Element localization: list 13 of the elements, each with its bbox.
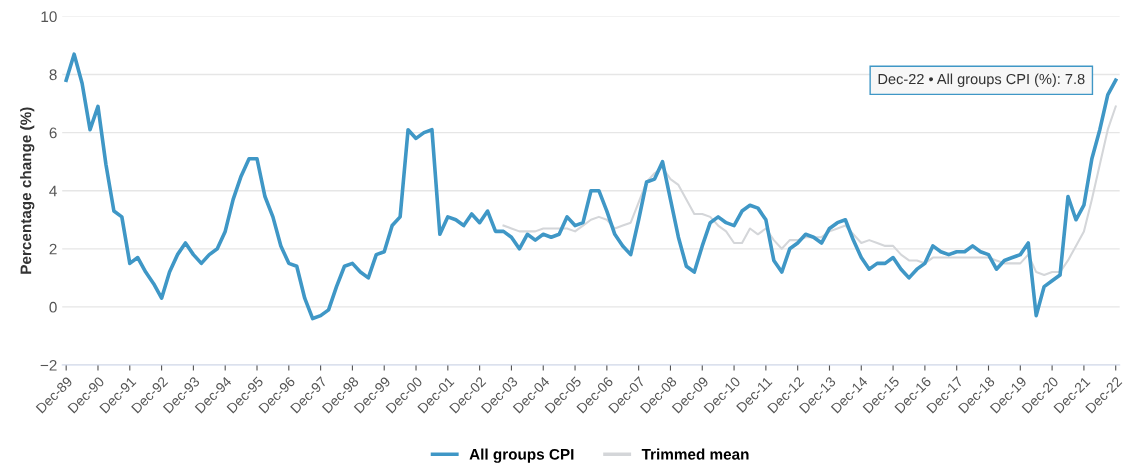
y-tick-label: 4 bbox=[49, 185, 57, 197]
y-tick-label: 2 bbox=[49, 243, 57, 255]
annotation: Dec-22 • All groups CPI (%): 7.8 bbox=[878, 73, 1085, 88]
y-axis-title: Percentage change (%) bbox=[20, 107, 35, 274]
legend-label: All groups CPI bbox=[469, 448, 574, 463]
y-tick-label: 0 bbox=[49, 301, 57, 313]
legend-label: Trimmed mean bbox=[641, 448, 749, 460]
line-series bbox=[64, 52, 1118, 321]
y-tick-label: 6 bbox=[49, 127, 57, 139]
y-tick-label: −2 bbox=[40, 359, 57, 371]
line-series bbox=[502, 105, 1117, 277]
y-tick-label: 8 bbox=[49, 69, 57, 81]
y-tick-label: 10 bbox=[41, 11, 57, 23]
